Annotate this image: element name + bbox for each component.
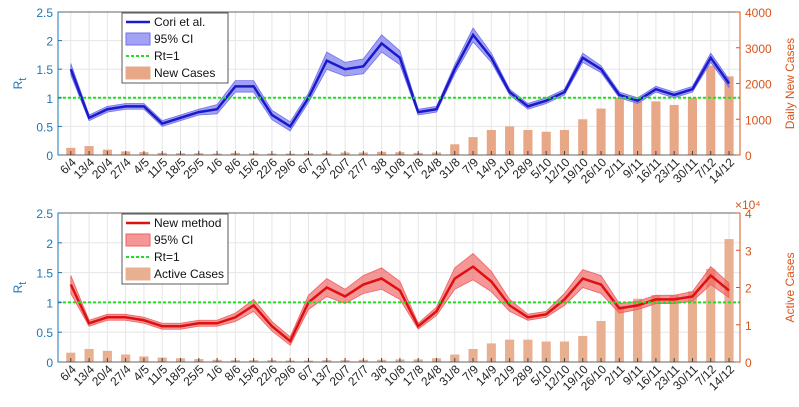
legend-label: Rt=1 (154, 49, 180, 63)
x-tick-label: 31/8 (436, 155, 463, 182)
bar (706, 268, 716, 362)
bar (559, 341, 570, 362)
y-axis-label-main: R (11, 80, 25, 89)
bar (578, 335, 588, 362)
bar (651, 101, 661, 155)
line (69, 265, 730, 344)
bar (84, 146, 94, 155)
bar (724, 239, 734, 362)
legend-label: Rt=1 (154, 250, 180, 264)
bar (84, 348, 94, 362)
y2-tick-label: 4000 (745, 6, 772, 20)
y-tick-label: 1.5 (36, 267, 53, 281)
y2-tick-label: 1000 (745, 113, 772, 127)
y2-tick-label: 4 (745, 207, 752, 221)
bar (596, 108, 606, 155)
y-axis-label-main: R (11, 284, 25, 293)
legend-swatch (125, 267, 151, 281)
bar (578, 119, 588, 155)
bar (486, 129, 496, 155)
bar (505, 339, 515, 362)
bar (102, 350, 112, 362)
y-tick-label: 2.5 (36, 6, 53, 20)
y-tick-label: 1 (46, 92, 53, 106)
legend-swatch (125, 66, 151, 80)
legend-label: New Cases (154, 66, 215, 80)
y-axis-label-sub: t (17, 78, 29, 81)
y-tick-label: 0 (46, 356, 53, 370)
y-tick-label: 2.5 (36, 207, 53, 221)
bar (651, 294, 661, 362)
y-tick-label: 0 (46, 149, 53, 163)
y2-multiplier: ×10⁴ (735, 198, 761, 212)
y2-tick-label: 3 (745, 244, 752, 258)
y-tick-label: 2 (46, 35, 53, 49)
bar (468, 348, 478, 362)
bar (523, 339, 533, 362)
y2-tick-label: 3000 (745, 42, 772, 56)
bar (505, 126, 515, 155)
y2-tick-label: 0 (745, 149, 752, 163)
bar (596, 321, 606, 362)
x-tick-label: 27/7 (345, 362, 372, 389)
bar (633, 298, 643, 362)
y-tick-label: 0.5 (36, 326, 53, 340)
bar (450, 144, 460, 155)
y-tick-label: 1 (46, 296, 53, 310)
x-tick-label: 27/7 (345, 155, 372, 182)
x-tick-label: 25/5 (180, 362, 207, 389)
confidence-band (70, 252, 730, 346)
y2-tick-label: 1 (745, 319, 752, 333)
x-tick-label: 29/6 (272, 362, 299, 389)
y-axis-label: Rt (11, 282, 29, 294)
bar (687, 291, 698, 362)
bar (614, 97, 624, 155)
y-tick-label: 2 (46, 237, 53, 251)
y-axis-label-sub: t (17, 282, 29, 285)
y2-axis-label: Active Cases (783, 252, 797, 322)
y2-axis-label: Daily New Cases (783, 38, 797, 129)
bar (633, 101, 643, 155)
legend-label: 95% CI (154, 32, 193, 46)
x-tick-label: 25/5 (180, 155, 207, 182)
legend-swatch (125, 233, 151, 247)
legend-label: Active Cases (154, 267, 224, 281)
line (69, 32, 731, 129)
x-tick-label: 31/8 (436, 362, 463, 389)
y-axis-label: Rt (11, 78, 29, 90)
bar (486, 343, 496, 362)
y-tick-label: 1.5 (36, 63, 53, 77)
legend-swatch (125, 32, 151, 46)
bar (706, 65, 716, 155)
confidence-band (70, 27, 730, 132)
y-tick-label: 0.5 (36, 120, 53, 134)
y2-tick-label: 0 (745, 356, 752, 370)
x-tick-label: 27/4 (107, 362, 134, 389)
bar (669, 294, 679, 362)
bar (468, 137, 478, 155)
bar (724, 76, 734, 155)
bar (687, 97, 698, 155)
legend-label: 95% CI (154, 233, 193, 247)
bar (559, 129, 570, 155)
bar (541, 131, 551, 155)
bar (614, 306, 624, 362)
legend-label: New method (154, 216, 221, 230)
bar (523, 129, 533, 155)
bar (541, 341, 551, 362)
y2-tick-label: 2000 (745, 78, 772, 92)
y2-tick-label: 2 (745, 282, 752, 296)
bar (66, 352, 76, 362)
legend-label: Cori et al. (154, 15, 205, 29)
x-tick-label: 29/6 (272, 155, 299, 182)
bar (669, 104, 679, 155)
x-tick-label: 27/4 (107, 155, 134, 182)
